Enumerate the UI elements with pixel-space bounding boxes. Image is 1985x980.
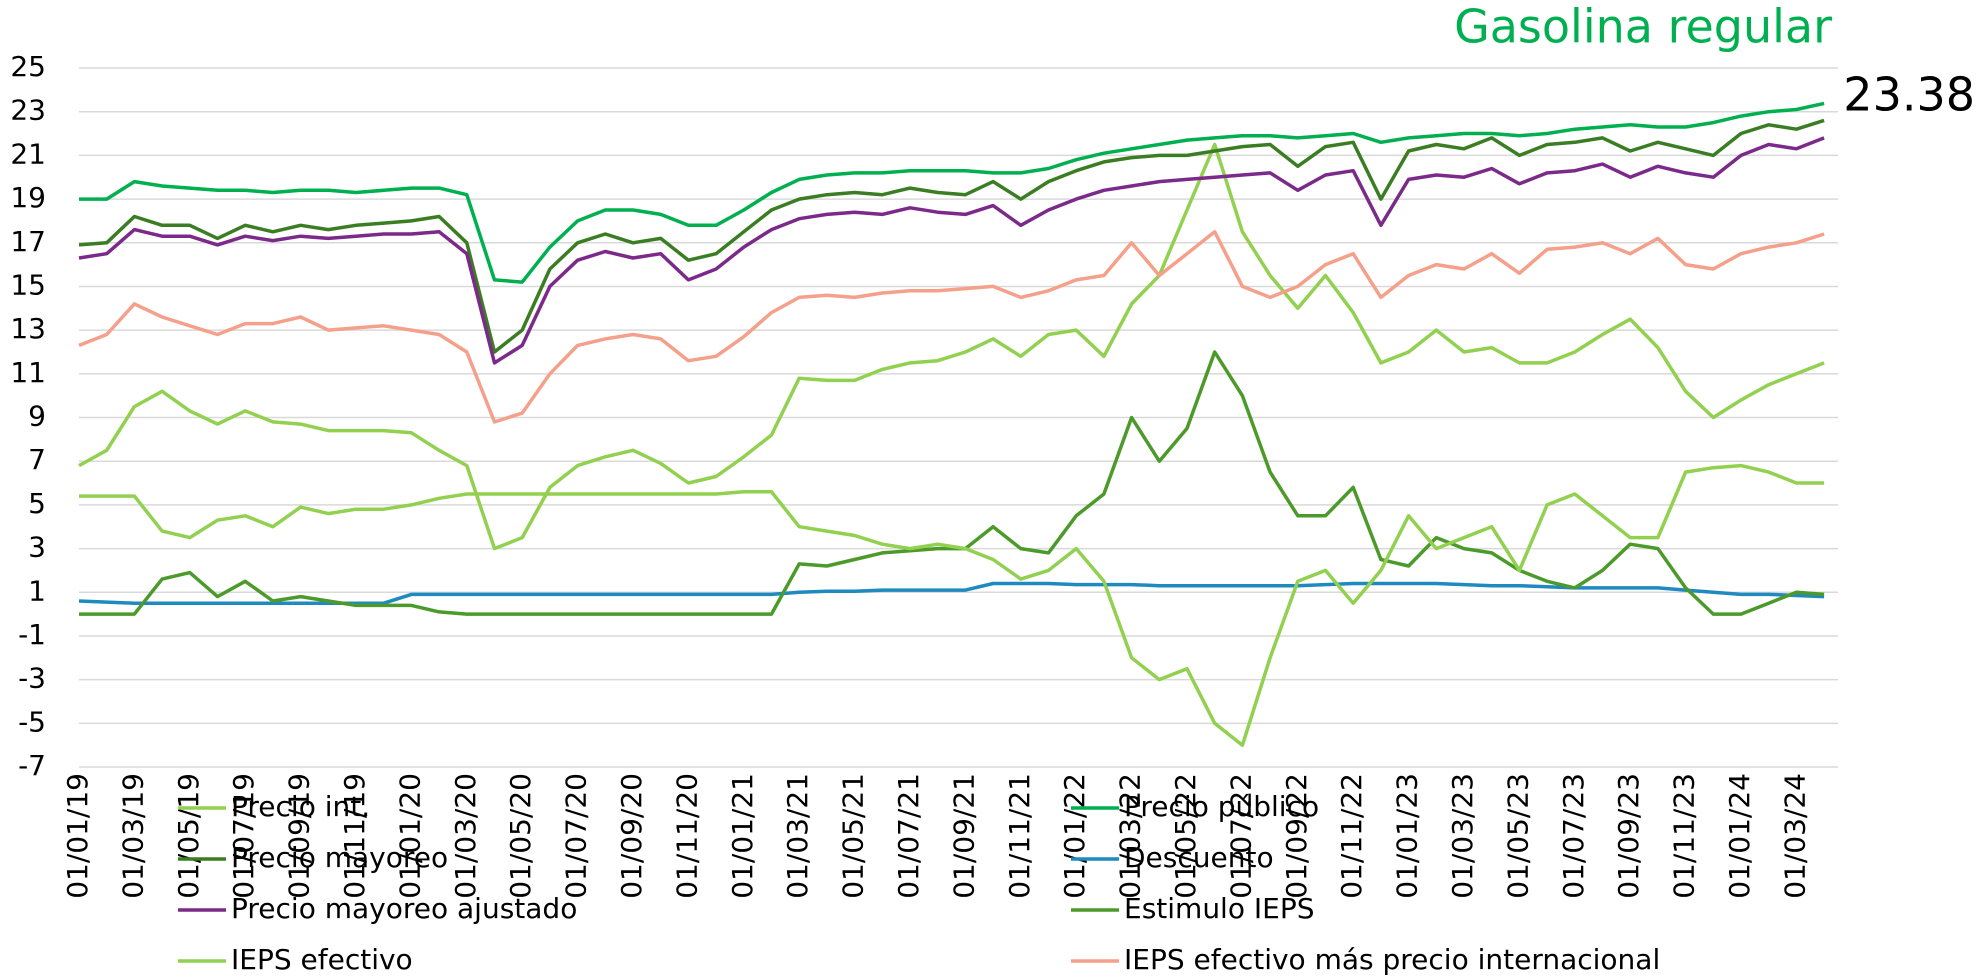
x-tick-label: 01/07/23 bbox=[1557, 773, 1590, 899]
x-tick-label: 01/01/20 bbox=[393, 773, 426, 899]
x-tick-label: 01/01/19 bbox=[61, 773, 94, 899]
x-tick-label: 01/07/22 bbox=[1224, 773, 1257, 899]
y-tick-label: 3 bbox=[28, 531, 46, 564]
legend-label: Estimulo IEPS bbox=[1124, 892, 1314, 925]
y-tick-label: 23 bbox=[10, 94, 46, 127]
y-tick-label: -7 bbox=[18, 749, 46, 782]
x-tick-label: 01/11/19 bbox=[338, 773, 371, 899]
y-tick-label: 7 bbox=[28, 443, 46, 476]
x-tick-label: 01/05/21 bbox=[837, 773, 870, 899]
x-tick-label: 01/01/22 bbox=[1058, 773, 1091, 899]
x-tick-label: 01/01/21 bbox=[726, 773, 759, 899]
x-tick-label: 01/03/21 bbox=[781, 773, 814, 899]
chart-title: Gasolina regular bbox=[1454, 0, 1832, 54]
x-tick-label: 01/03/22 bbox=[1114, 773, 1147, 899]
y-tick-label: 11 bbox=[10, 356, 46, 389]
line-series bbox=[78, 230, 1825, 424]
legend-label: Precio mayoreo bbox=[231, 841, 448, 874]
x-tick-label: 01/05/23 bbox=[1501, 773, 1534, 899]
x-tick-label: 01/09/23 bbox=[1612, 773, 1645, 899]
x-tick-label: 01/01/23 bbox=[1391, 773, 1424, 899]
legend-label: Descuento bbox=[1124, 841, 1274, 874]
legend-label: Precio público bbox=[1124, 790, 1319, 823]
y-tick-label: 9 bbox=[28, 400, 46, 433]
x-tick-label: 01/07/21 bbox=[892, 773, 925, 899]
x-tick-label: 01/09/19 bbox=[283, 773, 316, 899]
x-tick-label: 01/07/20 bbox=[560, 773, 593, 899]
y-tick-label: 21 bbox=[10, 137, 46, 170]
x-tick-label: 01/09/20 bbox=[615, 773, 648, 899]
legend-label: IEPS efectivo más precio internacional bbox=[1124, 943, 1660, 976]
line-series bbox=[79, 463, 1825, 747]
legend-label: IEPS efectivo bbox=[231, 943, 413, 976]
x-tick-label: 01/09/21 bbox=[947, 773, 980, 899]
line-series bbox=[79, 101, 1825, 284]
x-tick-label: 01/09/22 bbox=[1280, 773, 1313, 899]
x-tick-label: 01/03/24 bbox=[1778, 773, 1811, 899]
line-series bbox=[79, 350, 1825, 616]
x-tick-label: 01/03/23 bbox=[1446, 773, 1479, 899]
x-tick-label: 01/11/20 bbox=[670, 773, 703, 899]
x-tick-label: 01/05/20 bbox=[504, 773, 537, 899]
x-tick-label: 01/07/19 bbox=[227, 773, 260, 899]
y-tick-label: 25 bbox=[10, 50, 46, 83]
x-tick-label: 01/03/20 bbox=[449, 773, 482, 899]
y-tick-label: 13 bbox=[10, 312, 46, 345]
x-tick-label: 01/03/19 bbox=[116, 773, 149, 899]
x-tick-label: 01/11/23 bbox=[1668, 773, 1701, 899]
x-tick-label: 01/11/21 bbox=[1003, 773, 1036, 899]
legend-label: Precio int. bbox=[231, 790, 370, 823]
x-tick-label: 01/05/22 bbox=[1169, 773, 1202, 899]
annotation: 23.38 bbox=[1843, 68, 1975, 122]
y-tick-label: 5 bbox=[28, 487, 46, 520]
y-tick-label: 17 bbox=[10, 225, 46, 258]
x-tick-label: 01/05/19 bbox=[172, 773, 205, 899]
y-tick-label: 15 bbox=[10, 268, 46, 301]
y-tick-label: 1 bbox=[28, 574, 46, 607]
y-tick-label: -1 bbox=[18, 618, 46, 651]
y-tick-label: 19 bbox=[10, 181, 46, 214]
x-tick-label: 01/11/22 bbox=[1335, 773, 1368, 899]
y-tick-label: -5 bbox=[18, 705, 46, 738]
x-tick-label: 01/01/24 bbox=[1723, 773, 1756, 899]
line-series bbox=[78, 142, 1825, 551]
line-series bbox=[78, 118, 1825, 354]
legend-label: Precio mayoreo ajustado bbox=[231, 892, 577, 925]
y-tick-label: -3 bbox=[18, 662, 46, 695]
line-series bbox=[78, 581, 1825, 605]
line-series bbox=[78, 136, 1825, 365]
